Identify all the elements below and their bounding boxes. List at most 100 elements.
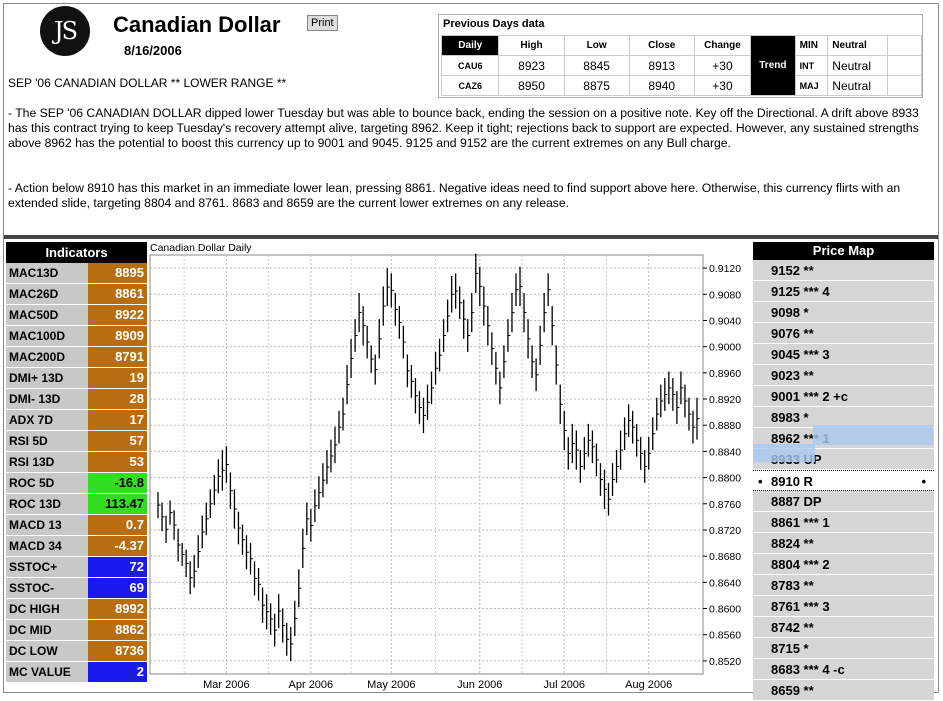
price-map-level: 8742 ** <box>753 617 934 638</box>
indicator-value: 8895 <box>88 263 147 283</box>
price-map-level: 8715 * <box>753 638 934 659</box>
x-tick-label: Apr 2006 <box>289 679 334 691</box>
indicator-row: ADX 7D 17 <box>6 410 147 431</box>
trend-min-value: Neutral <box>827 35 889 56</box>
price-map-level: 8887 DP <box>753 491 934 512</box>
chart-title: Canadian Dollar Daily <box>150 242 252 254</box>
trend-maj-value: Neutral <box>827 75 889 96</box>
indicator-value: 72 <box>88 557 147 577</box>
indicator-name: SSTOC+ <box>6 557 88 577</box>
price-map-panel: Price Map 9152 ** 9125 *** 4 9098 * 9076 **… <box>753 242 934 701</box>
x-tick-label: Jun 2006 <box>457 679 502 691</box>
price-map-level: 8824 ** <box>753 533 934 554</box>
indicator-row: MAC13D 8895 <box>6 263 147 284</box>
indicators-panel: Indicators MAC13D 8895 MAC26D 8861 MAC50D 892… <box>6 242 147 683</box>
price-map-level: 8783 ** <box>753 575 934 596</box>
indicators-title: Indicators <box>6 242 147 263</box>
indicator-name: MC VALUE <box>6 662 88 682</box>
y-tick-label: 0.9000 <box>709 342 741 354</box>
row-close: 8913 <box>628 55 695 76</box>
price-chart: Canadian Dollar Daily 0.9120 0.9080 0.9040… <box>149 242 741 691</box>
print-button[interactable]: Print <box>307 15 338 31</box>
indicator-name: DC MID <box>6 620 88 640</box>
commentary-paragraph-1: - The SEP '06 CANADIAN DOLLAR dipped low… <box>8 106 919 150</box>
previous-days-title: Previous Days data <box>443 18 545 30</box>
indicator-value: 8909 <box>88 326 147 346</box>
indicator-value: 8736 <box>88 641 147 661</box>
indicator-value: 28 <box>88 389 147 409</box>
indicator-value: 2 <box>88 662 147 682</box>
daily-label: Daily <box>440 35 500 56</box>
indicator-row: MACD 34 -4.37 <box>6 536 147 557</box>
indicator-name: DC HIGH <box>6 599 88 619</box>
indicator-name: RSI 13D <box>6 452 88 472</box>
row-close: 8940 <box>628 75 695 96</box>
y-tick-label: 0.8880 <box>709 420 741 432</box>
y-tick-label: 0.9120 <box>709 263 741 275</box>
indicator-value: 8862 <box>88 620 147 640</box>
row-high: 8923 <box>498 55 565 76</box>
y-tick-label: 0.8920 <box>709 394 741 406</box>
price-map-highlight <box>813 425 933 445</box>
row-symbol: CAU6 <box>440 55 500 76</box>
indicator-name: MAC200D <box>6 347 88 367</box>
row-change: +30 <box>693 55 752 76</box>
indicator-value: 8861 <box>88 284 147 304</box>
indicator-name: MAC50D <box>6 305 88 325</box>
row-low: 8845 <box>563 55 630 76</box>
indicator-row: DC LOW 8736 <box>6 641 147 662</box>
indicator-value: 17 <box>88 410 147 430</box>
indicator-value: 19 <box>88 368 147 388</box>
indicator-value: -4.37 <box>88 536 147 556</box>
price-map-title: Price Map <box>753 242 934 260</box>
indicator-row: RSI 5D 57 <box>6 431 147 452</box>
y-tick-label: 0.8840 <box>709 446 741 458</box>
y-tick-label: 0.8760 <box>709 499 741 511</box>
indicator-row: MAC50D 8922 <box>6 305 147 326</box>
indicator-value: 0.7 <box>88 515 147 535</box>
price-map-current-level: 8910 R • • <box>753 470 934 491</box>
indicators-list: MAC13D 8895 MAC26D 8861 MAC50D 8922 MAC100D 890… <box>6 263 147 683</box>
report-date: 8/16/2006 <box>124 43 182 58</box>
indicator-row: MAC26D 8861 <box>6 284 147 305</box>
indicator-name: DMI+ 13D <box>6 368 88 388</box>
indicator-row: MAC200D 8791 <box>6 347 147 368</box>
price-map-level: 9023 ** <box>753 365 934 386</box>
price-map-level: 9001 *** 2 +c <box>753 386 934 407</box>
indicator-row: SSTOC- 69 <box>6 578 147 599</box>
plot-area <box>149 254 704 675</box>
row-low: 8875 <box>563 75 630 96</box>
table-row: CAU6 8923 8845 8913 +30 INT Neutral <box>440 55 922 76</box>
x-tick-label: Aug 2006 <box>625 679 672 691</box>
price-map-level: 8683 *** 4 -c <box>753 659 934 680</box>
trend-spacer <box>887 35 922 56</box>
y-tick-label: 0.8600 <box>709 604 741 616</box>
trend-label: Trend <box>750 35 796 96</box>
x-tick-label: Jul 2006 <box>543 679 585 691</box>
indicator-name: ROC 5D <box>6 473 88 493</box>
page-title: Canadian Dollar <box>113 12 281 37</box>
indicator-name: DMI- 13D <box>6 389 88 409</box>
current-level-marker: • <box>758 474 763 489</box>
previous-days-panel: Previous Days data Daily High Low Close … <box>438 14 923 98</box>
indicator-row: DC HIGH 8992 <box>6 599 147 620</box>
y-tick-label: 0.8640 <box>709 577 741 589</box>
table-row: CAZ6 8950 8875 8940 +30 MAJ Neutral <box>440 75 922 96</box>
col-close: Close <box>628 35 695 56</box>
section-divider <box>4 235 938 239</box>
price-map-level: 8659 ** <box>753 680 934 701</box>
trend-spacer <box>887 55 922 76</box>
price-map-level: 9045 *** 3 <box>753 344 934 365</box>
trend-maj-label: MAJ <box>794 75 829 96</box>
indicator-value: 53 <box>88 452 147 472</box>
y-tick-label: 0.8520 <box>709 656 741 668</box>
col-low: Low <box>563 35 630 56</box>
row-change: +30 <box>693 75 752 96</box>
indicator-row: ROC 5D -16.8 <box>6 473 147 494</box>
indicator-row: ROC 13D 113.47 <box>6 494 147 515</box>
col-change: Change <box>693 35 752 56</box>
price-map-level: 9125 *** 4 <box>753 281 934 302</box>
row-symbol: CAZ6 <box>440 75 500 96</box>
indicator-name: MAC100D <box>6 326 88 346</box>
indicator-value: 8992 <box>88 599 147 619</box>
